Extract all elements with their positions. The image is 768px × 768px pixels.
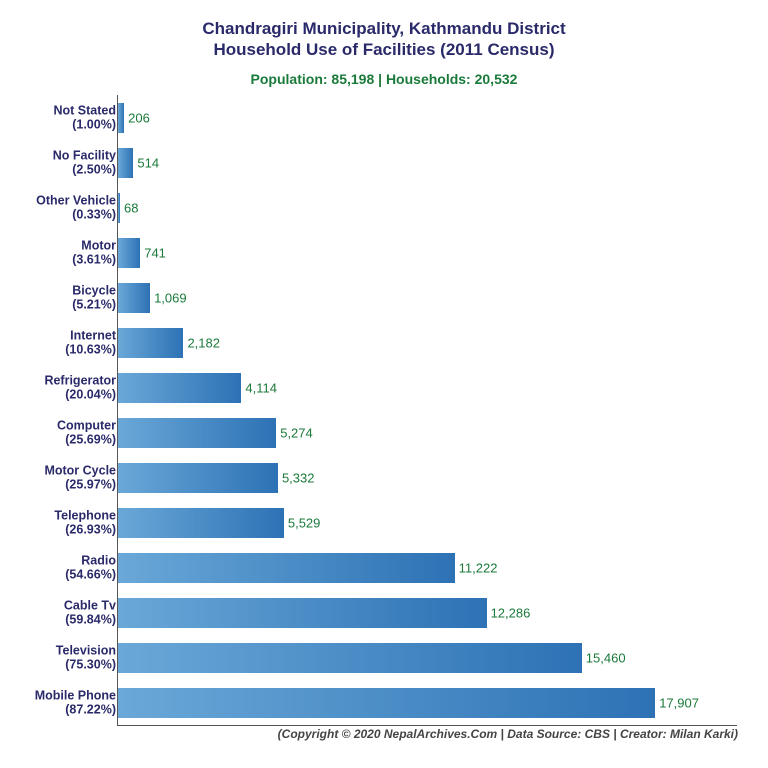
value-label: 68 — [124, 200, 138, 215]
bar-row: Not Stated(1.00%) 206 — [0, 95, 768, 140]
value-label: 4,114 — [245, 380, 277, 395]
category-label: Internet(10.63%) — [65, 328, 116, 357]
bar — [118, 283, 150, 313]
bar-row: Refrigerator(20.04%) 4,114 — [0, 365, 768, 410]
value-label: 514 — [137, 155, 159, 170]
value-label: 1,069 — [154, 290, 187, 305]
chart-subtitle: Population: 85,198 | Households: 20,532 — [0, 71, 768, 87]
category-label: Computer(25.69%) — [57, 418, 116, 447]
y-axis — [117, 95, 118, 725]
value-label: 206 — [128, 110, 150, 125]
bar-row: Mobile Phone(87.22%) 17,907 — [0, 680, 768, 725]
bar — [118, 508, 284, 538]
value-label: 5,529 — [288, 515, 321, 530]
category-label: Not Stated(1.00%) — [54, 103, 117, 132]
bar — [118, 463, 278, 493]
category-label: Other Vehicle(0.33%) — [36, 193, 116, 222]
bar — [118, 238, 140, 268]
bar-row: Bicycle(5.21%) 1,069 — [0, 275, 768, 320]
value-label: 5,274 — [280, 425, 313, 440]
title-line-1: Chandragiri Municipality, Kathmandu Dist… — [0, 18, 768, 39]
bar-row: Other Vehicle(0.33%) 68 — [0, 185, 768, 230]
bar-row: Cable Tv(59.84%) 12,286 — [0, 590, 768, 635]
category-label: Telephone(26.93%) — [54, 508, 116, 537]
bar — [118, 598, 487, 628]
bar — [118, 418, 276, 448]
bar-row: Radio(54.66%) 11,222 — [0, 545, 768, 590]
category-label: Motor(3.61%) — [72, 238, 116, 267]
credit-text: (Copyright © 2020 NepalArchives.Com | Da… — [278, 727, 738, 741]
value-label: 11,222 — [459, 560, 498, 575]
value-label: 15,460 — [586, 650, 626, 665]
bar — [118, 643, 582, 673]
category-label: Cable Tv(59.84%) — [64, 598, 116, 627]
bar-row: Television(75.30%) 15,460 — [0, 635, 768, 680]
bar — [118, 103, 124, 133]
category-label: Bicycle(5.21%) — [72, 283, 116, 312]
category-label: No Facility(2.50%) — [53, 148, 116, 177]
bar — [118, 553, 455, 583]
bar — [118, 148, 133, 178]
bar — [118, 373, 241, 403]
value-label: 2,182 — [187, 335, 220, 350]
category-label: Refrigerator(20.04%) — [44, 373, 116, 402]
bar — [118, 688, 655, 718]
bar-row: Telephone(26.93%) 5,529 — [0, 500, 768, 545]
chart-title: Chandragiri Municipality, Kathmandu Dist… — [0, 0, 768, 61]
category-label: Motor Cycle(25.97%) — [44, 463, 116, 492]
category-label: Mobile Phone(87.22%) — [35, 688, 116, 717]
bar — [118, 328, 183, 358]
value-label: 5,332 — [282, 470, 315, 485]
bar — [118, 193, 120, 223]
value-label: 12,286 — [491, 605, 531, 620]
value-label: 741 — [144, 245, 166, 260]
title-line-2: Household Use of Facilities (2011 Census… — [0, 39, 768, 60]
bar-row: Internet(10.63%) 2,182 — [0, 320, 768, 365]
value-label: 17,907 — [659, 695, 699, 710]
category-label: Radio(54.66%) — [65, 553, 116, 582]
category-label: Television(75.30%) — [56, 643, 116, 672]
bar-chart: Not Stated(1.00%) 206 No Facility(2.50%) 51… — [0, 95, 768, 725]
bar-row: Motor(3.61%) 741 — [0, 230, 768, 275]
x-axis — [117, 725, 737, 726]
bar-row: Computer(25.69%) 5,274 — [0, 410, 768, 455]
bar-row: No Facility(2.50%) 514 — [0, 140, 768, 185]
bar-row: Motor Cycle(25.97%) 5,332 — [0, 455, 768, 500]
